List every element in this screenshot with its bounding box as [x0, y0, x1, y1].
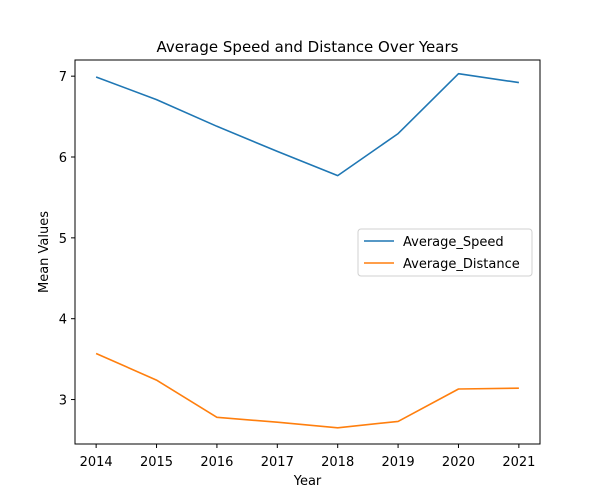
x-tick-label: 2019	[382, 455, 415, 470]
y-tick-label: 3	[59, 394, 67, 409]
x-axis-ticks: 2014 2015 2016 2017 2018 2019 2020 2021	[80, 444, 535, 470]
y-axis-title: Mean Values	[37, 211, 52, 293]
legend-label-average-speed: Average_Speed	[403, 235, 504, 250]
x-tick-label: 2021	[502, 455, 535, 470]
x-tick-label: 2020	[442, 455, 475, 470]
legend-frame	[357, 228, 533, 277]
series-line-average-distance	[95, 352, 519, 429]
x-tick-label: 2015	[140, 455, 173, 470]
y-axis-ticks: 3 4 5 6 7	[59, 70, 75, 409]
y-tick-label: 4	[59, 313, 67, 328]
x-axis-title: Year	[293, 474, 322, 489]
x-tick-label: 2018	[321, 455, 354, 470]
x-tick-label: 2014	[80, 455, 113, 470]
plot-area-frame	[74, 59, 541, 445]
legend: Average_Speed Average_Distance	[357, 228, 533, 277]
x-tick-label: 2016	[200, 455, 233, 470]
legend-label-average-distance: Average_Distance	[403, 257, 520, 272]
plot-series	[95, 72, 520, 429]
series-line-average-speed	[95, 72, 520, 177]
chart-title: Average Speed and Distance Over Years	[157, 38, 459, 56]
y-tick-label: 5	[59, 232, 67, 247]
y-tick-label: 6	[59, 151, 67, 166]
y-tick-label: 7	[59, 70, 67, 85]
x-tick-label: 2017	[261, 455, 294, 470]
